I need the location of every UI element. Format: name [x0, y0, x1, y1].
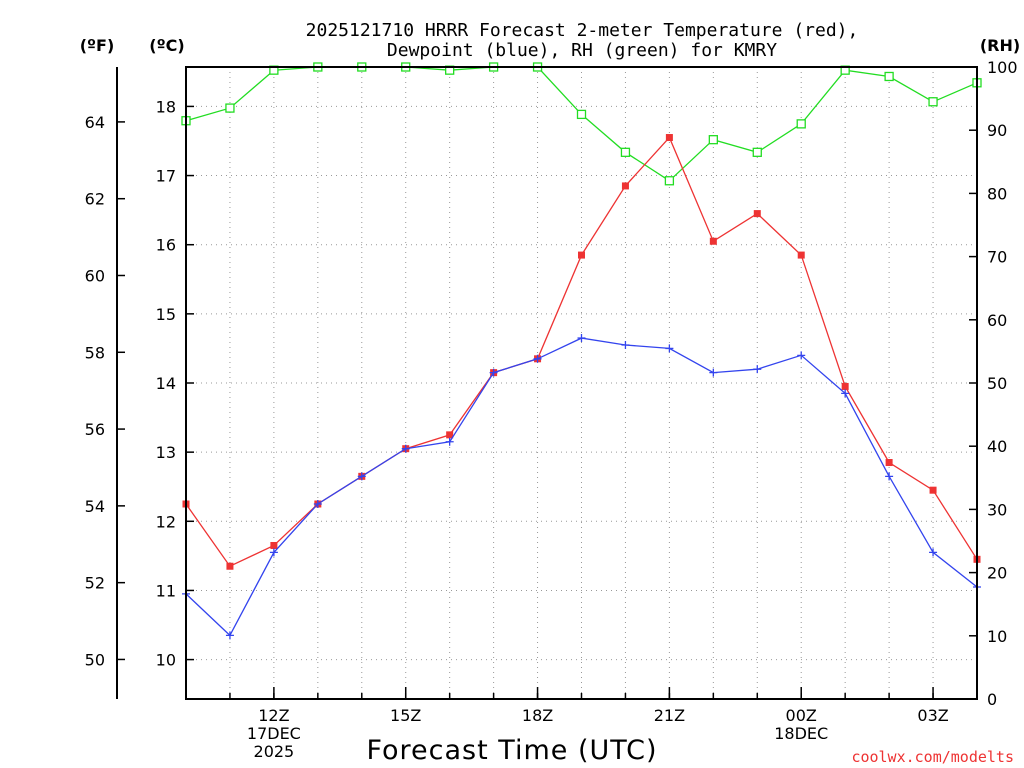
dewpoint-marker: [841, 389, 850, 398]
temperature-marker: [753, 210, 761, 218]
temperature-marker: [665, 134, 673, 142]
fahrenheit-tick-label: 54: [85, 497, 105, 516]
dewpoint-marker: [489, 368, 498, 377]
rh-marker: [884, 71, 894, 82]
temperature-marker: [226, 562, 234, 570]
celsius-unit-label: (ºC): [149, 36, 184, 55]
dewpoint-marker: [225, 631, 234, 640]
celsius-tick-label: 11: [156, 581, 176, 600]
rh-marker: [928, 97, 938, 107]
celsius-tick-label: 15: [156, 305, 176, 324]
dewpoint-marker: [401, 444, 410, 453]
dewpoint-marker: [885, 472, 894, 481]
fahrenheit-tick-label: 50: [85, 650, 105, 669]
fahrenheit-tick-label: 56: [85, 420, 105, 439]
dewpoint-marker: [357, 472, 366, 481]
dewpoint-marker: [709, 368, 718, 377]
x-tick-label: 18DEC: [774, 724, 828, 743]
x-tick-label: 2025: [254, 742, 295, 761]
celsius-tick-label: 10: [156, 651, 176, 670]
temperature-marker: [578, 251, 585, 259]
temperature-line: [185, 136, 978, 568]
rh-marker: [796, 119, 806, 129]
rh-line: [185, 66, 978, 182]
rh-tick-label: 80: [987, 184, 1007, 203]
temperature-marker: [929, 486, 937, 494]
fahrenheit-tick-label: 62: [85, 190, 105, 209]
rh-tick-label: 40: [987, 437, 1007, 456]
rh-marker: [225, 103, 235, 113]
temperature-marker: [841, 382, 849, 390]
rh-tick-label: 70: [987, 248, 1007, 267]
rh-tick-label: 50: [987, 374, 1007, 393]
rh-tick-label: 30: [987, 500, 1007, 519]
fahrenheit-tick-label: 58: [85, 343, 105, 362]
rh-tick-label: 20: [987, 564, 1007, 583]
dewpoint-marker: [445, 437, 454, 446]
rh-marker: [664, 176, 675, 186]
x-tick-label: 17DEC: [247, 724, 301, 743]
x-tick-label: 15Z: [390, 706, 421, 725]
dewpoint-marker: [929, 548, 938, 557]
fahrenheit-tick-label: 64: [85, 113, 105, 132]
rh-marker: [708, 135, 718, 145]
dewpoint-marker: [753, 365, 762, 374]
temperature-marker: [885, 459, 893, 467]
temperature-marker: [446, 431, 454, 439]
x-tick-label: 18Z: [522, 706, 553, 725]
celsius-tick-label: 14: [156, 374, 176, 393]
temperature-marker: [621, 182, 629, 190]
fahrenheit-tick-label: 60: [85, 266, 105, 285]
temperature-marker: [797, 251, 805, 259]
celsius-tick-label: 16: [156, 236, 176, 255]
title: 2025121710 HRRR Forecast 2-meter Tempera…: [306, 20, 859, 61]
chart-title-line2: Dewpoint (blue), RH (green) for KMRY: [387, 40, 777, 61]
fahrenheit-unit-label: (ºF): [80, 36, 115, 55]
x-tick-label: 03Z: [917, 706, 948, 725]
x-tick-label: 21Z: [654, 706, 685, 725]
rh-tick-label: 0: [987, 690, 997, 709]
rh-tick-label: 100: [987, 58, 1018, 77]
dewpoint-marker: [577, 334, 586, 343]
dewpoint-marker: [797, 351, 806, 360]
rh-unit-label: (RH): [980, 36, 1020, 55]
dewpoint-marker: [621, 340, 630, 349]
rh-marker: [752, 147, 762, 157]
watermark: coolwx.com/modelts: [851, 748, 1014, 766]
dewpoint-marker: [665, 344, 674, 353]
dewpoint-marker: [313, 500, 322, 509]
celsius-tick-label: 13: [156, 443, 176, 462]
temperature-marker: [709, 237, 717, 245]
rh-tick-label: 90: [987, 121, 1007, 140]
axes: 10 11 12 13 14 15 16 17 18 0 10 20 30 40 50 60 70 80 90 100…: [85, 58, 1018, 761]
celsius-tick-label: 18: [156, 97, 176, 116]
x-tick-label: 00Z: [786, 706, 817, 725]
temperature-marker: [270, 541, 278, 549]
dewpoint-marker: [269, 548, 278, 557]
celsius-tick-label: 12: [156, 512, 176, 531]
x-tick-label: 12Z: [258, 706, 289, 725]
rh-marker: [576, 109, 587, 120]
dewpoint-marker: [533, 354, 542, 363]
chart-title-line1: 2025121710 HRRR Forecast 2-meter Tempera…: [306, 20, 859, 41]
celsius-tick-label: 17: [156, 167, 176, 186]
rh-tick-label: 60: [987, 311, 1007, 330]
rh-marker: [620, 147, 631, 157]
fahrenheit-tick-label: 52: [85, 574, 105, 593]
rh-tick-label: 10: [987, 627, 1007, 646]
x-axis-title: Forecast Time (UTC): [366, 735, 657, 766]
grid-lines: [186, 67, 977, 699]
